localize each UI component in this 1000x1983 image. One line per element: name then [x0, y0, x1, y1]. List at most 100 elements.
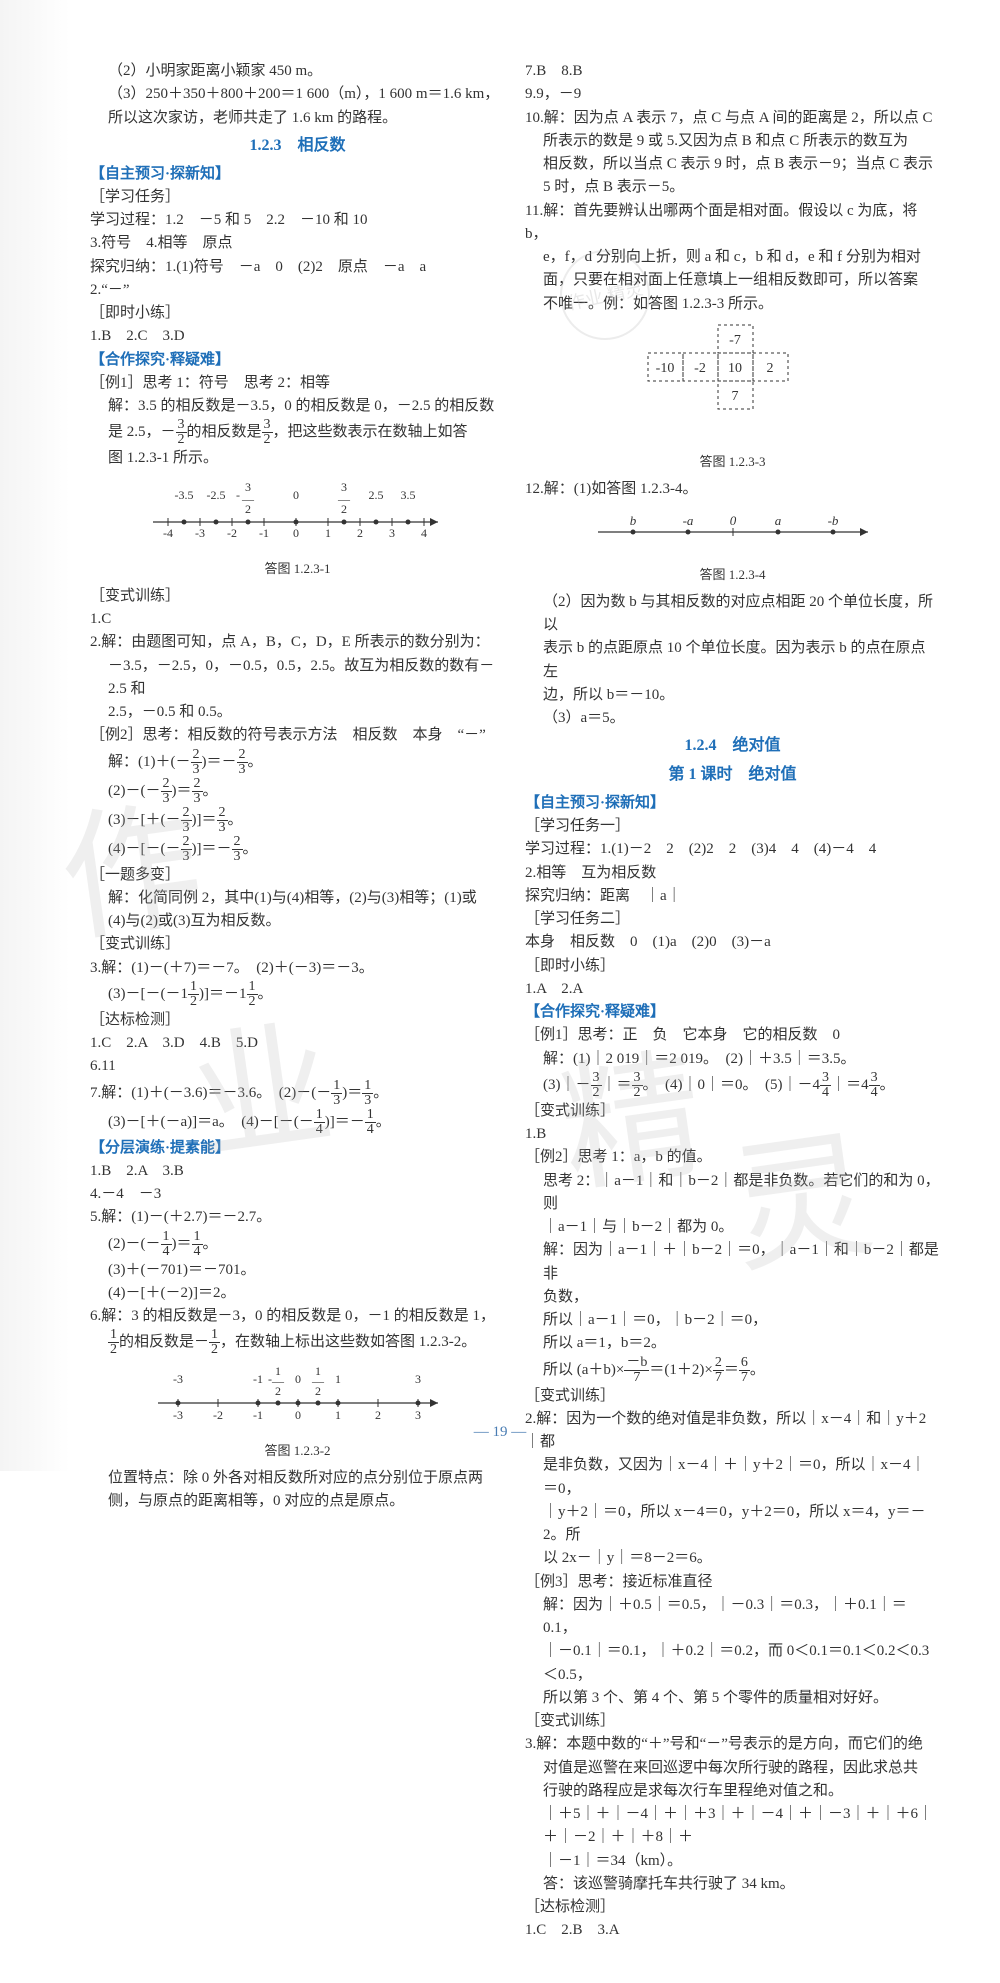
svg-text:0: 0 — [295, 1372, 301, 1386]
text: (4)－[＋(－2)]＝2。 — [90, 1282, 505, 1305]
svg-text:-: - — [268, 1372, 272, 1386]
text: 解：因为｜＋0.5｜＝0.5，｜－0.3｜＝0.3，｜＋0.1｜＝0.1， — [525, 1594, 940, 1641]
text: ［例1］思考 1：符号 思考 2：相等 — [90, 372, 505, 395]
heading-zizhu: 【自主预习·探新知】 — [525, 792, 940, 815]
text: 12的相反数是－12，在数轴上标出这些数如答图 1.2.3-2。 — [90, 1328, 505, 1357]
text: 1.C 2.A 3.D 4.B 5.D — [90, 1032, 505, 1055]
svg-text:-3: -3 — [173, 1408, 183, 1422]
text: 5 时，点 B 表示－5。 — [525, 176, 940, 199]
page-body: （2）小明家距离小颖家 450 m。 （3）250＋350＋800＋200＝1 … — [0, 0, 1000, 1983]
text: 所以｜a－1｜＝0，｜b－2｜＝0， — [525, 1309, 940, 1332]
text: 解：(1)＋(－23)＝－23。 — [90, 748, 505, 777]
text: 2.相等 互为相反数 — [525, 862, 940, 885]
section-title: 1.2.3 相反数 — [90, 134, 505, 159]
text: 解：化简同例 2，其中(1)与(4)相等，(2)与(3)相等；(1)或 — [90, 887, 505, 910]
text: (3)－[－(－112)]＝－112。 — [90, 980, 505, 1009]
text: 6.11 — [90, 1055, 505, 1078]
figure-caption: 答图 1.2.3-2 — [90, 1441, 505, 1461]
text: 本身 相反数 0 (1)a (2)0 (3)－a — [525, 931, 940, 954]
svg-text:-3: -3 — [195, 526, 205, 540]
svg-text:a: a — [774, 513, 781, 528]
text: 探究归纳：距离 ｜a｜ — [525, 885, 940, 908]
figure-caption: 答图 1.2.3-1 — [90, 559, 505, 579]
text: 7.解：(1)＋(－3.6)＝－3.6。 (2)－(－13)＝13。 — [90, 1079, 505, 1108]
text: 负数， — [525, 1286, 940, 1309]
svg-text:-4: -4 — [163, 526, 173, 540]
right-column: 7.B 8.B 9.9，－9 10.解：因为点 A 表示 7，点 C 与点 A … — [525, 60, 940, 1943]
text: 学习过程：1.(1)－2 2 (2)2 2 (3)4 4 (4)－4 4 — [525, 838, 940, 861]
svg-text:10: 10 — [728, 361, 742, 376]
section-subtitle: 第 1 课时 绝对值 — [525, 763, 940, 788]
svg-text:-3: -3 — [173, 1372, 183, 1386]
text: ［学习任务一］ — [525, 815, 940, 838]
text: 1.B 2.A 3.B — [90, 1160, 505, 1183]
text: (2)－(－23)＝23。 — [90, 777, 505, 806]
text: (3)＋(－701)＝－701。 — [90, 1259, 505, 1282]
svg-text:-7: -7 — [729, 333, 741, 348]
svg-text:-a: -a — [682, 513, 693, 528]
text: ［即时小练］ — [90, 302, 505, 325]
svg-text:3: 3 — [415, 1372, 421, 1386]
svg-text:3: 3 — [415, 1408, 421, 1422]
text: 1.B 2.C 3.D — [90, 325, 505, 348]
svg-text:2: 2 — [341, 502, 347, 516]
text: (2)－(－14)＝14。 — [90, 1230, 505, 1259]
svg-text:2: 2 — [766, 361, 773, 376]
svg-text:3: 3 — [389, 526, 395, 540]
text: 2.5，－0.5 和 0.5。 — [90, 701, 505, 724]
text: 解：3.5 的相反数是－3.5，0 的相反数是 0，－2.5 的相反数 — [90, 395, 505, 418]
text: 7.B 8.B — [525, 60, 940, 83]
svg-text:-2: -2 — [213, 1408, 223, 1422]
text: (4)与(2)或(3)互为相反数。 — [90, 910, 505, 933]
svg-text:1: 1 — [335, 1372, 341, 1386]
cross-net-figure: -7 -10 -2 10 2 7 — [525, 320, 940, 448]
text: 10.解：因为点 A 表示 7，点 C 与点 A 间的距离是 2，所以点 C — [525, 107, 940, 130]
text: ｜＋5｜＋｜－4｜＋｜＋3｜＋｜－4｜＋｜－3｜＋｜＋6｜＋｜－2｜＋｜＋8｜＋ — [525, 1803, 940, 1850]
text: (3)－[＋(－a)]＝a。 (4)－[－(－14)]＝－14。 — [90, 1108, 505, 1137]
text: ［达标检测］ — [525, 1896, 940, 1919]
svg-text:-b: -b — [827, 513, 838, 528]
text: ｜－1｜＝34（km）。 — [525, 1850, 940, 1873]
text: 1.B — [525, 1123, 940, 1146]
figure-caption: 答图 1.2.3-4 — [525, 565, 940, 585]
text: 3.符号 4.相等 原点 — [90, 232, 505, 255]
heading-fenceng: 【分层演练·提素能】 — [90, 1137, 505, 1160]
text: ［变式训练］ — [90, 933, 505, 956]
svg-text:-2.5: -2.5 — [206, 488, 225, 502]
svg-text:b: b — [629, 513, 636, 528]
text: ｜y＋2｜＝0，所以 x－4＝0，y＋2＝0，所以 x＝4，y＝－2。所 — [525, 1501, 940, 1548]
svg-text:4: 4 — [421, 526, 427, 540]
text: 所以 a＝1，b＝2。 — [525, 1332, 940, 1355]
svg-text:-2: -2 — [694, 361, 706, 376]
svg-text:1: 1 — [325, 526, 331, 540]
svg-text:2: 2 — [375, 1408, 381, 1422]
text: 解：因为｜a－1｜＋｜b－2｜＝0，｜a－1｜和｜b－2｜都是非 — [525, 1239, 940, 1286]
text: 相反数，所以当点 C 表示 9 时，点 B 表示－9；当点 C 表示 — [525, 153, 940, 176]
text: 解：(1)｜2 019｜＝2 019。 (2)｜＋3.5｜＝3.5。 — [525, 1048, 940, 1071]
text: 3.解：(1)－(＋7)＝－7。 (2)＋(－3)＝－3。 — [90, 957, 505, 980]
text: ［一题多变］ — [90, 864, 505, 887]
heading-zizhu: 【自主预习·探新知】 — [90, 163, 505, 186]
text: ［例1］思考：正 负 它本身 它的相反数 0 — [525, 1024, 940, 1047]
text: 位置特点：除 0 外各对相反数所对应的点分别位于原点两 — [90, 1467, 505, 1490]
heading-hezuo: 【合作探究·释疑难】 — [90, 349, 505, 372]
svg-text:2.5: 2.5 — [368, 488, 383, 502]
text: －3.5，－2.5，0，－0.5，0.5，2.5。故互为相反数的数有－2.5 和 — [90, 655, 505, 702]
svg-text:7: 7 — [731, 389, 738, 404]
text: 9.9，－9 — [525, 83, 940, 106]
svg-text:2: 2 — [315, 1384, 321, 1398]
text: 学习过程：1.2 －5 和 5 2.2 －10 和 10 — [90, 209, 505, 232]
svg-text:3.5: 3.5 — [400, 488, 415, 502]
figure-caption: 答图 1.2.3-3 — [525, 452, 940, 472]
text: 5.解：(1)－(＋2.7)＝－2.7。 — [90, 1206, 505, 1229]
number-line-1: -4 -3 -2 -1 0 1 2 3 4 -3.5 -2.5 3—2- 0 3… — [90, 477, 505, 555]
text: ｜－0.1｜＝0.1，｜＋0.2｜＝0.2，而 0＜0.1＝0.1＜0.2＜0.… — [525, 1640, 940, 1687]
text: 行驶的路程应是求每次行车里程绝对值之和。 — [525, 1780, 940, 1803]
text: ｜a－1｜与｜b－2｜都为 0。 — [525, 1216, 940, 1239]
text: 所表示的数是 9 或 5.又因为点 B 和点 C 所表示的数互为 — [525, 130, 940, 153]
text: ［即时小练］ — [525, 955, 940, 978]
text: 6.解：3 的相反数是－3，0 的相反数是 0，－1 的相反数是 1， — [90, 1305, 505, 1328]
svg-text:-1: -1 — [253, 1408, 263, 1422]
svg-text:0: 0 — [293, 526, 299, 540]
text: 所以这次家访，老师共走了 1.6 km 的路程。 — [90, 107, 505, 130]
